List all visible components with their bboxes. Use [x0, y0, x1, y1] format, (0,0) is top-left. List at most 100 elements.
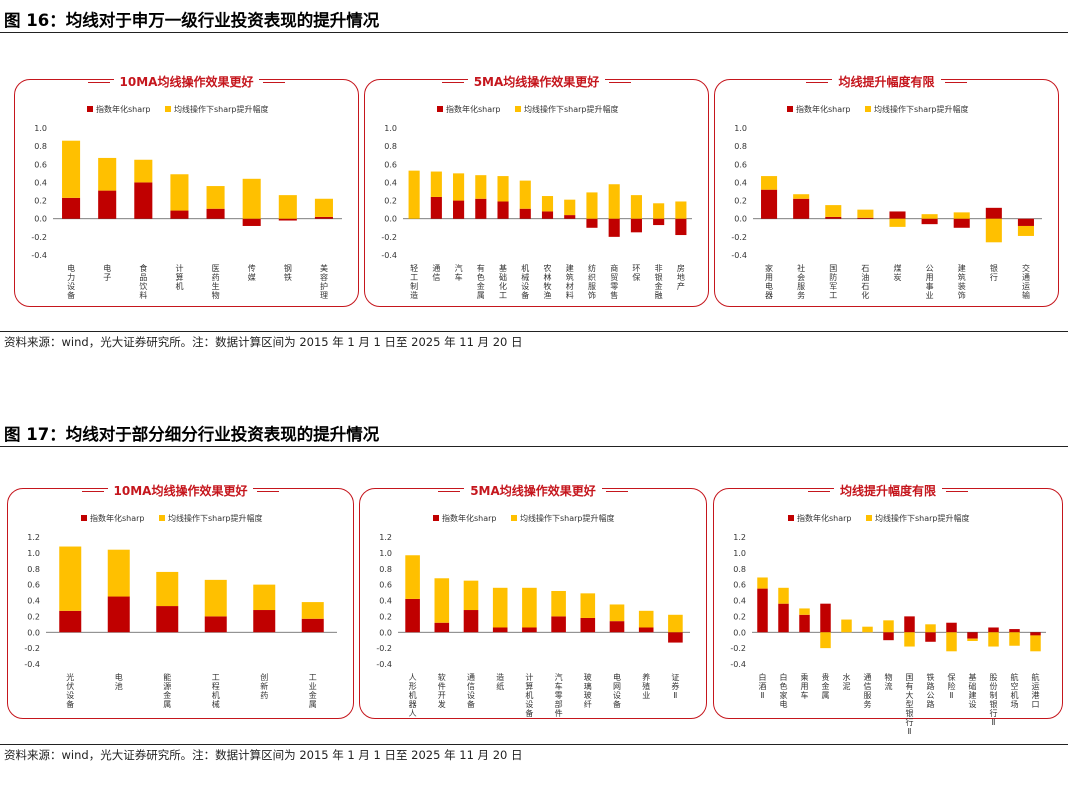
bar-sharp-lift	[586, 192, 598, 219]
category-label: 银行	[990, 263, 998, 282]
bar-index-sharp	[820, 603, 831, 633]
bar-sharp-lift	[793, 194, 810, 199]
bar-index-sharp	[857, 217, 874, 219]
category-label: 白酒 Ⅱ	[759, 672, 767, 700]
y-tick-label: 0.2	[379, 612, 392, 621]
bar-index-sharp	[405, 598, 420, 633]
chart-svg: 指数年化sharp 均线操作下sharp提升幅度 -0.4 -0.2 0.0 0.2 0.4…	[31, 104, 342, 300]
y-tick-label: 0.2	[27, 612, 40, 621]
category-label: 水泥	[843, 672, 851, 691]
bar-sharp-lift	[156, 571, 179, 607]
category-label: 航运港口	[1032, 672, 1040, 709]
category-label: 通信服务	[864, 672, 872, 709]
bar-sharp-lift	[98, 157, 117, 191]
figure-16-top-rule	[0, 32, 1068, 33]
bar-index-sharp	[434, 622, 450, 633]
panel-title: 5MA均线操作效果更好	[438, 482, 628, 500]
bar-sharp-lift	[857, 209, 874, 218]
bar-sharp-lift	[541, 196, 554, 212]
y-tick-label: 0.0	[27, 628, 40, 637]
y-tick-label: -0.2	[376, 644, 392, 653]
bar-index-sharp	[62, 197, 81, 219]
bar-sharp-lift	[242, 178, 261, 219]
y-tick-label: 0.2	[734, 197, 747, 206]
chart-panel-17-limited: 均线提升幅度有限 指数年化sharp 均线操作下sharp提升幅度 -0.4 -0.2…	[713, 482, 1063, 736]
category-label: 造纸	[496, 672, 504, 691]
legend-swatch-lift	[866, 515, 872, 521]
y-tick-label: 0.2	[384, 197, 397, 206]
y-tick-label: 0.2	[733, 612, 746, 621]
bar-index-sharp	[799, 614, 810, 633]
category-label: 电力设备	[67, 263, 75, 300]
category-label: 能源金属	[163, 672, 171, 709]
y-tick-label: 0.6	[27, 581, 40, 590]
category-label: 保险 Ⅱ	[948, 672, 956, 700]
y-tick-label: 0.6	[734, 160, 747, 169]
bar-index-sharp	[242, 218, 261, 226]
category-label: 电池	[115, 672, 123, 691]
bar-sharp-lift	[475, 175, 487, 199]
legend-label-lift: 均线操作下sharp提升幅度	[875, 513, 970, 523]
figure-17-top-rule	[0, 446, 1068, 447]
category-label: 房地产	[677, 263, 685, 291]
bar-sharp-lift	[519, 180, 531, 209]
bar-index-sharp	[925, 632, 936, 642]
y-tick-label: 0.0	[733, 628, 746, 637]
bar-index-sharp	[541, 211, 554, 219]
category-label: 创新药	[260, 672, 268, 700]
bar-sharp-lift	[889, 218, 906, 227]
bar-index-sharp	[580, 617, 596, 633]
y-tick-label: -0.4	[381, 251, 397, 260]
legend-label-base: 指数年化sharp	[442, 513, 497, 523]
bar-index-sharp	[653, 218, 665, 226]
bar-sharp-lift	[492, 587, 508, 628]
y-tick-label: -0.2	[31, 233, 47, 242]
bar-sharp-lift	[825, 205, 842, 217]
y-tick-label: 0.8	[734, 142, 747, 151]
category-label: 社会服务	[797, 263, 805, 300]
bar-index-sharp	[206, 208, 225, 219]
bar-sharp-lift	[1030, 635, 1041, 652]
legend-swatch-base	[81, 515, 87, 521]
y-tick-label: 0.8	[34, 142, 47, 151]
y-tick-label: 0.0	[34, 215, 47, 224]
category-label: 计算机设备	[525, 672, 533, 718]
bar-index-sharp	[967, 632, 978, 639]
bar-sharp-lift	[609, 604, 625, 622]
bar-sharp-lift	[761, 176, 778, 190]
y-tick-label: 1.0	[733, 549, 746, 558]
bar-sharp-lift	[630, 195, 642, 219]
bar-sharp-lift	[314, 198, 333, 217]
bar-sharp-lift	[967, 638, 978, 641]
bar-sharp-lift	[904, 632, 915, 647]
legend-label-base: 指数年化sharp	[796, 104, 851, 114]
chart-panel-16-limited: 均线提升幅度有限 指数年化sharp 均线操作下sharp提升幅度 -0.4 -0.2…	[714, 73, 1059, 307]
legend-label-lift: 均线操作下sharp提升幅度	[524, 104, 619, 114]
legend-swatch-base	[787, 106, 793, 112]
bar-index-sharp	[921, 218, 938, 225]
category-label: 煤炭	[894, 263, 902, 282]
y-tick-label: 0.4	[733, 597, 746, 606]
bar-sharp-lift	[1009, 632, 1020, 646]
category-label: 轻工制造	[410, 263, 418, 300]
category-label: 医药生物	[212, 264, 220, 300]
bar-index-sharp	[497, 201, 509, 219]
chart-legend: 指数年化sharp 均线操作下sharp提升幅度	[87, 104, 269, 114]
category-label: 电子	[103, 263, 111, 282]
bar-sharp-lift	[408, 170, 420, 219]
bar-sharp-lift	[946, 632, 957, 652]
bar-sharp-lift	[953, 212, 970, 219]
bar-index-sharp	[301, 618, 324, 633]
legend-swatch-lift	[511, 515, 517, 521]
bar-sharp-lift	[638, 610, 654, 628]
y-tick-label: 0.6	[379, 581, 392, 590]
bar-sharp-lift	[925, 624, 936, 633]
chart-svg: 指数年化sharp 均线操作下sharp提升幅度 -0.4 -0.2 0.0 0.2 0.4…	[730, 513, 1046, 736]
category-label: 软件开发	[438, 672, 446, 709]
category-label: 公用事业	[926, 264, 934, 300]
y-tick-label: 1.0	[384, 124, 397, 133]
bar-sharp-lift	[988, 632, 999, 647]
category-label: 非银金融	[655, 263, 663, 300]
category-label: 纺织服饰	[588, 263, 596, 300]
bar-index-sharp	[430, 196, 442, 219]
